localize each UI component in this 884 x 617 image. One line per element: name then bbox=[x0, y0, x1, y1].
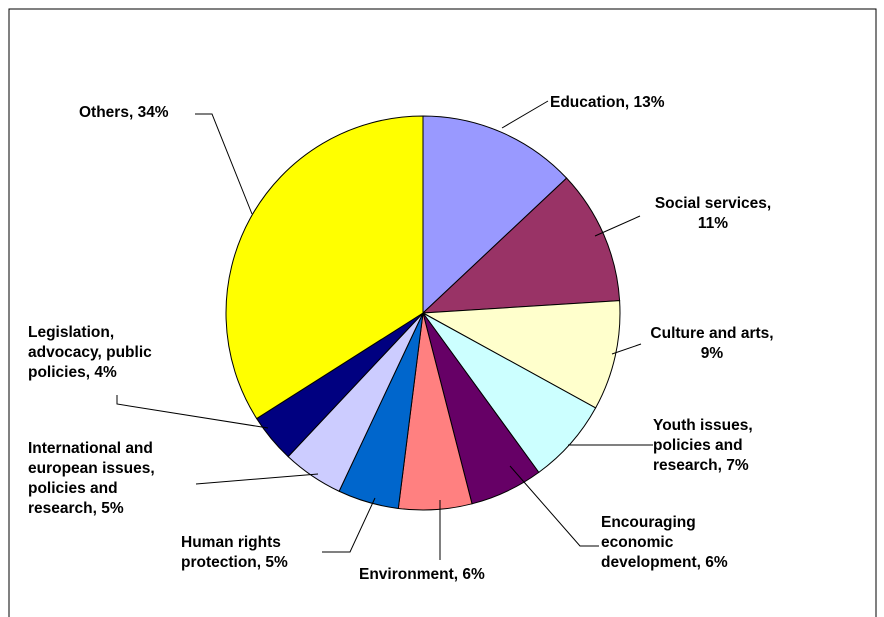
data-label-line: International and bbox=[28, 440, 153, 457]
data-label-line: economic bbox=[601, 534, 674, 551]
data-label-education: Education, 13% bbox=[550, 94, 665, 111]
data-label-line: policies and bbox=[28, 480, 118, 497]
data-label-line: Education, 13% bbox=[550, 94, 665, 111]
leader-line-international-and-european-issues-policies-and-research bbox=[195, 473, 319, 485]
chart-border bbox=[8, 8, 877, 617]
data-labels: Education, 13% Social services, 11% Culture… bbox=[28, 94, 774, 583]
leader-line-social-services bbox=[594, 215, 641, 237]
data-label-line: Human rights bbox=[181, 534, 281, 551]
data-label-line: Others, 34% bbox=[79, 104, 169, 121]
data-label-international-and-european-issues-policies-and-research: International and european issues, policie… bbox=[28, 440, 155, 517]
data-label-line: research, 5% bbox=[28, 500, 124, 517]
data-label-line: Social services, bbox=[655, 195, 771, 212]
pie-slices bbox=[225, 115, 621, 511]
data-label-line: protection, 5% bbox=[181, 554, 288, 571]
data-label-others: Others, 34% bbox=[79, 104, 169, 121]
data-label-line: 9% bbox=[701, 345, 724, 362]
data-label-line: advocacy, public bbox=[28, 344, 152, 361]
pie-slice-education bbox=[422, 115, 568, 315]
leader-line-culture-and-arts bbox=[611, 343, 642, 355]
data-label-environment: Environment, 6% bbox=[359, 566, 485, 583]
pie-slice-culture-and-arts bbox=[421, 300, 621, 409]
data-label-youth-issues-policies-and-research: Youth issues, policies and research, 7% bbox=[653, 417, 753, 474]
data-label-human-rights-protection: Human rights protection, 5% bbox=[181, 534, 288, 571]
data-label-line: policies, 4% bbox=[28, 364, 117, 381]
data-label-line: Culture and arts, bbox=[650, 325, 773, 342]
pie-slice-others bbox=[225, 115, 424, 420]
data-label-encouraging-economic-development: Encouraging economic development, 6% bbox=[601, 514, 728, 571]
leader-line-human-rights-protection bbox=[322, 497, 376, 553]
data-label-line: Encouraging bbox=[601, 514, 696, 531]
data-label-line: 11% bbox=[698, 215, 728, 232]
leader-line-encouraging-economic-development bbox=[509, 465, 599, 547]
data-label-line: Legislation, bbox=[28, 324, 114, 341]
data-label-culture-and-arts: Culture and arts, 9% bbox=[650, 325, 773, 362]
data-label-line: development, 6% bbox=[601, 554, 728, 571]
pie-slice-social-services bbox=[421, 177, 621, 314]
leader-line-legislation-advocacy-public-policies bbox=[116, 395, 269, 429]
data-label-line: policies and bbox=[653, 437, 743, 454]
data-label-line: Youth issues, bbox=[653, 417, 753, 434]
data-label-line: european issues, bbox=[28, 460, 155, 477]
data-label-social-services: Social services, 11% bbox=[655, 195, 771, 232]
data-label-legislation-advocacy-public-policies: Legislation, advocacy, public policies, 4% bbox=[28, 324, 152, 381]
leader-line-others bbox=[195, 113, 253, 215]
data-label-line: research, 7% bbox=[653, 457, 749, 474]
data-label-line: Environment, 6% bbox=[359, 566, 485, 583]
leader-lines bbox=[116, 100, 653, 560]
leader-line-education bbox=[501, 100, 549, 129]
